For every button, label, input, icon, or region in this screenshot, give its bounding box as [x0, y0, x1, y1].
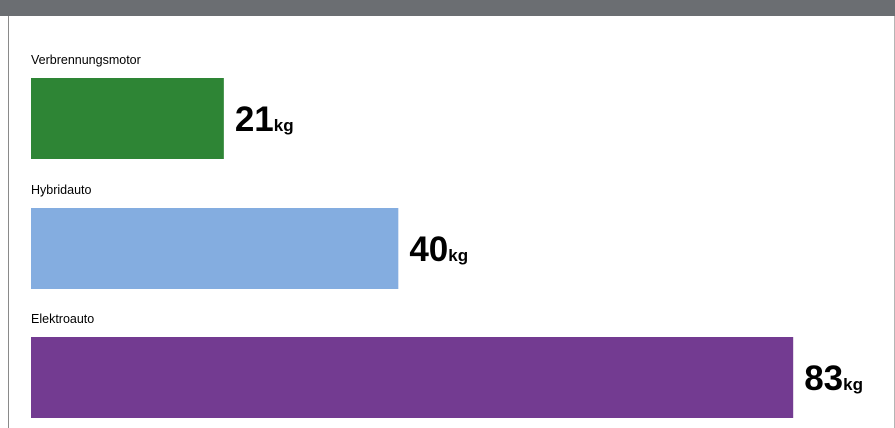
value-unit: kg: [274, 116, 294, 135]
category-label: Verbrennungsmotor: [31, 53, 141, 67]
value-unit: kg: [448, 246, 468, 265]
value-label: 83kg: [804, 359, 863, 398]
category-label: Hybridauto: [31, 183, 91, 197]
value-unit: kg: [843, 375, 863, 394]
value-label: 21kg: [235, 100, 294, 139]
value-number: 83: [804, 359, 843, 398]
bar: [31, 337, 794, 418]
header-band: [0, 0, 895, 16]
category-label: Elektroauto: [31, 312, 94, 326]
value-label: 40kg: [409, 230, 468, 269]
bar: [31, 208, 399, 289]
value-number: 40: [409, 230, 448, 269]
bar: [31, 78, 224, 159]
frame-left-border: [8, 16, 9, 428]
value-number: 21: [235, 100, 274, 139]
